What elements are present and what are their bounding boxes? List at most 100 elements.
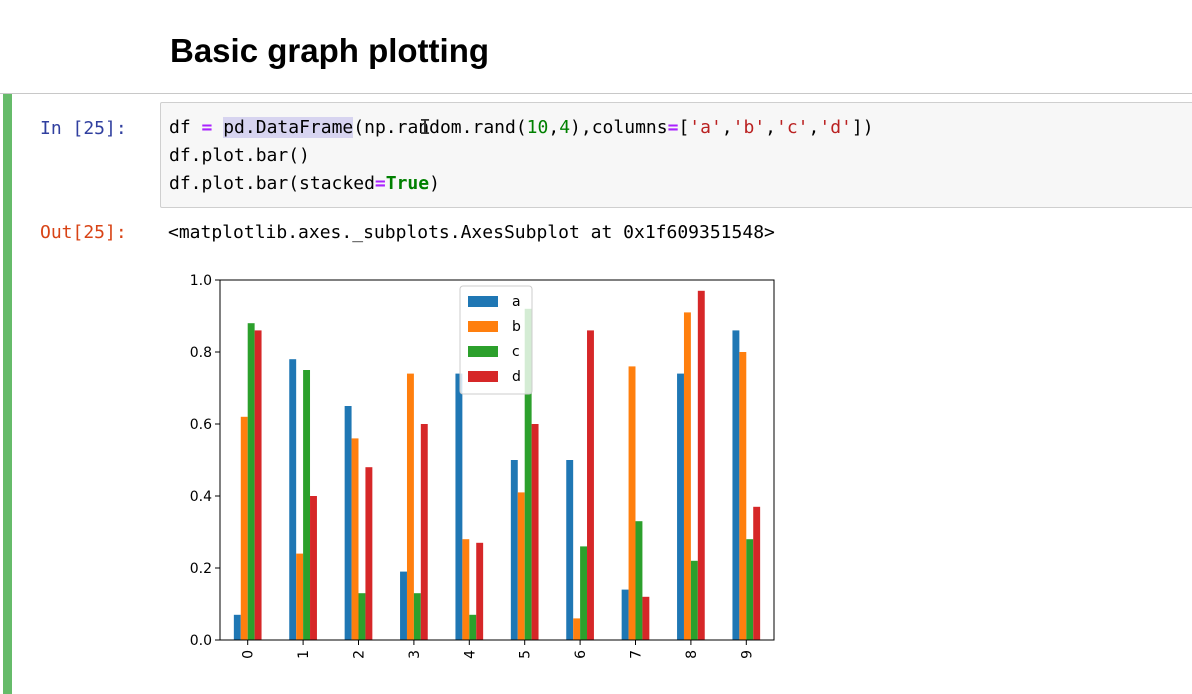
bar-b-5 [517, 492, 525, 640]
bar-a-0 [233, 614, 241, 640]
code-token-highlighted: pd.DataFrame [223, 117, 354, 138]
code-line-3[interactable]: df.plot.bar(stacked=True) [169, 173, 440, 194]
bar-a-1 [289, 359, 297, 640]
code-token: True [385, 173, 430, 194]
bar-d-3 [420, 424, 428, 640]
bar-b-3 [406, 373, 414, 640]
code-token: 'c' [776, 117, 809, 138]
bar-d-5 [531, 424, 539, 640]
x-tick-label: 8 [684, 650, 700, 659]
code-token: , [808, 117, 820, 138]
bar-c-1 [303, 370, 311, 640]
legend-swatch-b [468, 321, 498, 332]
x-tick-label: 2 [352, 650, 368, 659]
legend-label: b [512, 319, 521, 335]
code-token: = [201, 117, 213, 138]
code-token: 'b' [732, 117, 766, 138]
bar-c-9 [746, 539, 754, 640]
bar-c-4 [469, 614, 477, 640]
plot-frame [219, 279, 775, 641]
section-heading: Basic graph plotting [170, 32, 490, 69]
bar-b-1 [296, 553, 304, 640]
x-tick-label: 5 [518, 650, 534, 659]
legend-box [459, 285, 533, 395]
bar-a-2 [344, 406, 352, 640]
bar-a-8 [677, 373, 684, 640]
bar-a-9 [732, 330, 740, 640]
code-token: , [721, 117, 733, 138]
bar-d-4 [476, 542, 484, 640]
x-tick-label: 7 [629, 650, 645, 659]
code-token: np.random.rand( [364, 117, 527, 138]
code-line-2[interactable]: df.plot.bar() [169, 145, 310, 166]
code-line-1[interactable]: df = pd.DataFrame(np.random.rand(10,4),c… [169, 117, 874, 138]
code-token: df [169, 117, 191, 138]
code-token: = [667, 117, 679, 138]
code-token: [ [678, 117, 690, 138]
bar-d-2 [365, 467, 373, 640]
x-tick-label: 0 [241, 650, 257, 659]
bar-b-8 [683, 312, 691, 640]
bar-d-8 [697, 290, 705, 640]
code-token: 10 [526, 117, 549, 138]
bar-d-7 [642, 596, 650, 640]
bar-a-6 [566, 460, 574, 640]
x-tick-label: 9 [739, 650, 755, 659]
bar-b-2 [351, 438, 359, 640]
input-prompt: In [25]: [40, 118, 127, 139]
x-tick-label: 6 [573, 650, 589, 659]
bar-d-1 [310, 496, 317, 640]
legend-swatch-a [468, 296, 498, 307]
x-tick-label: 1 [296, 650, 312, 659]
bar-a-3 [400, 571, 407, 640]
bar-c-7 [635, 521, 643, 640]
code-token: 'a' [689, 117, 722, 138]
bar-d-0 [254, 330, 262, 640]
bar-a-5 [510, 460, 518, 640]
bar-b-4 [462, 539, 470, 640]
bar-b-9 [739, 352, 747, 640]
bar-c-0 [247, 323, 255, 640]
x-tick-label: 4 [462, 650, 478, 659]
output-prompt: Out[25]: [40, 222, 127, 243]
bar-d-6 [587, 330, 594, 640]
bar-b-7 [628, 366, 636, 640]
bar-c-2 [358, 593, 366, 640]
x-tick-label: 3 [407, 650, 423, 659]
code-cell[interactable]: In [25]: df = pd.DataFrame(np.random.ran… [0, 93, 1192, 694]
legend-label: a [512, 294, 521, 310]
bar-c-3 [413, 593, 421, 640]
y-tick-label: 0.8 [190, 345, 212, 361]
legend-label: c [512, 344, 520, 360]
bar-b-0 [240, 416, 248, 640]
text-cursor-icon: I [419, 115, 432, 139]
code-token: ) [429, 173, 440, 194]
y-tick-label: 1.0 [190, 273, 212, 289]
bar-d-9 [753, 506, 761, 640]
bar-c-8 [690, 560, 698, 640]
y-tick-label: 0.4 [190, 489, 212, 505]
y-tick-label: 0.0 [190, 633, 212, 649]
output-text: <matplotlib.axes._subplots.AxesSubplot a… [168, 222, 775, 243]
bar-c-5 [524, 308, 532, 640]
code-token: , [765, 117, 776, 138]
legend-swatch-c [468, 346, 498, 357]
code-token: , [548, 117, 560, 138]
code-editor[interactable]: df = pd.DataFrame(np.random.rand(10,4),c… [160, 102, 1192, 208]
y-tick-label: 0.2 [190, 561, 212, 577]
code-token: = [374, 173, 386, 194]
code-token: df.plot.bar(stacked [169, 173, 375, 194]
bar-a-4 [455, 373, 463, 640]
legend-label: d [512, 369, 521, 385]
y-tick-label: 0.6 [190, 417, 212, 433]
legend-swatch-d [468, 371, 498, 382]
bar-a-7 [621, 589, 629, 640]
code-token: ( [353, 117, 365, 138]
cell-selection-bar [3, 94, 12, 694]
bar-c-6 [580, 546, 588, 640]
bar-b-6 [573, 618, 581, 640]
code-token: ]) [851, 117, 874, 138]
code-token: 'd' [819, 117, 852, 138]
code-token: 4 [559, 117, 571, 138]
